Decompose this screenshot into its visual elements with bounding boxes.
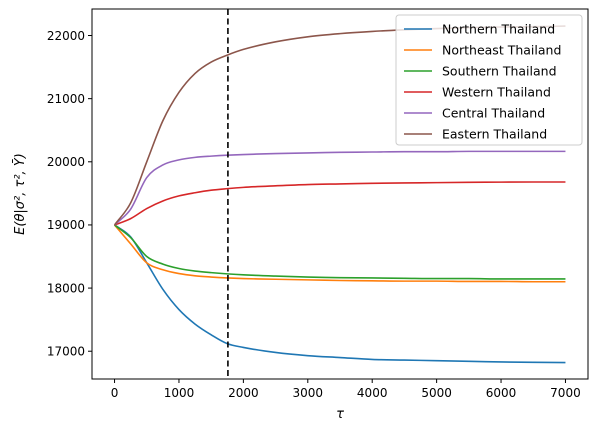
y-axis: 17000 18000 19000 20000 21000 22000 — [47, 29, 92, 359]
x-tick-label: 3000 — [293, 386, 324, 400]
y-tick-label: 19000 — [47, 218, 85, 232]
legend-box — [395, 14, 583, 146]
legend-label: Western Thailand — [442, 85, 551, 100]
legend-label: Northeast Thailand — [442, 43, 561, 58]
x-tick-label: 6000 — [486, 386, 517, 400]
y-tick-label: 18000 — [47, 281, 85, 295]
legend-label: Eastern Thailand — [442, 127, 547, 142]
y-tick-label: 21000 — [47, 92, 85, 106]
series-line-central-thailand — [113, 150, 566, 226]
legend-label: Central Thailand — [442, 106, 545, 121]
legend-label: Northern Thailand — [442, 22, 555, 37]
y-tick-label: 22000 — [47, 29, 85, 43]
legend: Northern Thailand Northeast Thailand South… — [395, 14, 583, 146]
x-tick-label: 1000 — [164, 386, 195, 400]
series-line-southern-thailand — [114, 224, 566, 280]
legend-label: Southern Thailand — [442, 64, 557, 79]
x-tick-label: 2000 — [228, 386, 259, 400]
y-tick-label: 17000 — [47, 345, 85, 359]
x-tick-label: 4000 — [357, 386, 388, 400]
y-tick-label: 20000 — [47, 155, 85, 169]
series-line-northeast-thailand — [113, 224, 566, 283]
plot-frame — [91, 8, 589, 380]
series-line-western-thailand — [114, 181, 566, 226]
x-tick-label: 5000 — [421, 386, 452, 400]
y-axis-label: E(θ|σ², τ², Ȳ) — [13, 153, 28, 235]
x-axis-label: τ — [336, 407, 344, 422]
x-tick-label: 0 — [111, 386, 119, 400]
x-axis: 0 1000 2000 3000 4000 5000 6000 7000 — [111, 379, 581, 400]
series-line-northern-thailand — [114, 224, 566, 364]
x-tick-label: 7000 — [550, 386, 581, 400]
